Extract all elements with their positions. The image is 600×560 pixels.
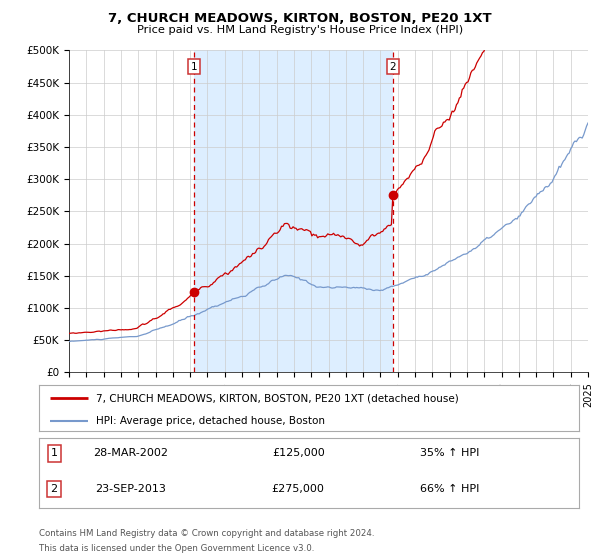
Text: Price paid vs. HM Land Registry's House Price Index (HPI): Price paid vs. HM Land Registry's House … xyxy=(137,25,463,35)
Text: £275,000: £275,000 xyxy=(272,484,325,494)
Text: 7, CHURCH MEADOWS, KIRTON, BOSTON, PE20 1XT: 7, CHURCH MEADOWS, KIRTON, BOSTON, PE20 … xyxy=(108,12,492,25)
Text: 23-SEP-2013: 23-SEP-2013 xyxy=(95,484,166,494)
Text: This data is licensed under the Open Government Licence v3.0.: This data is licensed under the Open Gov… xyxy=(39,544,314,553)
Text: 2: 2 xyxy=(50,484,58,494)
Text: 28-MAR-2002: 28-MAR-2002 xyxy=(94,449,168,459)
Text: 35% ↑ HPI: 35% ↑ HPI xyxy=(420,449,479,459)
Text: 66% ↑ HPI: 66% ↑ HPI xyxy=(420,484,479,494)
Text: Contains HM Land Registry data © Crown copyright and database right 2024.: Contains HM Land Registry data © Crown c… xyxy=(39,529,374,538)
Text: £125,000: £125,000 xyxy=(272,449,325,459)
Text: 1: 1 xyxy=(50,449,58,459)
Text: 7, CHURCH MEADOWS, KIRTON, BOSTON, PE20 1XT (detached house): 7, CHURCH MEADOWS, KIRTON, BOSTON, PE20 … xyxy=(96,393,458,403)
Bar xyxy=(194,50,393,372)
Text: 1: 1 xyxy=(191,62,197,72)
Text: HPI: Average price, detached house, Boston: HPI: Average price, detached house, Bost… xyxy=(96,416,325,426)
Text: 2: 2 xyxy=(390,62,397,72)
